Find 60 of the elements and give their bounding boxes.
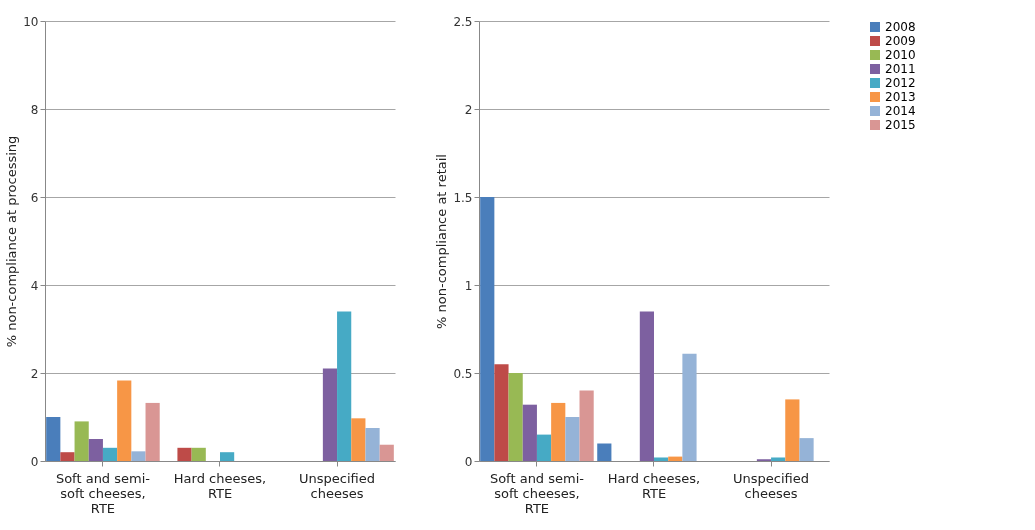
bar bbox=[351, 418, 366, 461]
y-axis-title: % non-compliance at processing bbox=[4, 135, 20, 348]
legend-label: 2011 bbox=[885, 62, 916, 76]
legend-label: 2008 bbox=[885, 20, 916, 34]
bar bbox=[145, 402, 160, 461]
x-tick-label: Soft and semi-soft cheeses, RTE bbox=[489, 470, 585, 516]
y-tick-label: 2 bbox=[30, 366, 39, 381]
bar bbox=[88, 439, 103, 461]
y-tick-label: 0.5 bbox=[453, 366, 473, 381]
bar bbox=[785, 399, 800, 461]
bar bbox=[579, 390, 594, 461]
bar bbox=[551, 402, 566, 461]
bar bbox=[60, 452, 75, 461]
y-tick-label: 6 bbox=[30, 190, 39, 205]
bar bbox=[771, 457, 786, 461]
y-tick-label: 2.5 bbox=[453, 14, 473, 29]
bar bbox=[337, 311, 352, 461]
bar bbox=[668, 456, 683, 461]
x-tick-label: Hard cheeses, RTE bbox=[173, 470, 267, 501]
bar bbox=[597, 443, 612, 461]
y-tick-label: 2 bbox=[464, 102, 473, 117]
bar bbox=[799, 438, 814, 461]
bar bbox=[508, 373, 523, 461]
bar bbox=[565, 417, 580, 461]
y-tick-label: 1.5 bbox=[453, 190, 473, 205]
legend-label: 2010 bbox=[885, 48, 916, 62]
bar bbox=[654, 457, 669, 461]
bar bbox=[322, 368, 338, 461]
legend-label: 2015 bbox=[885, 118, 916, 132]
x-tick-label: Unspecified cheeses bbox=[299, 470, 376, 501]
legend-label: 2014 bbox=[885, 104, 916, 118]
legend-label: 2013 bbox=[885, 90, 916, 104]
bar bbox=[102, 447, 118, 461]
bar bbox=[522, 404, 537, 461]
bar bbox=[46, 417, 61, 461]
y-tick-label: 4 bbox=[30, 278, 39, 293]
legend-label: 2009 bbox=[885, 34, 916, 48]
bar bbox=[177, 447, 192, 461]
y-tick-label: 1 bbox=[464, 278, 473, 293]
x-tick-label: Hard cheeses, RTE bbox=[607, 470, 701, 501]
y-tick-label: 0 bbox=[464, 454, 473, 469]
bar bbox=[639, 311, 654, 461]
bar bbox=[220, 452, 235, 461]
bar bbox=[117, 380, 132, 461]
x-tick-label: Soft and semi-soft cheeses, RTE bbox=[55, 470, 151, 516]
bar bbox=[379, 444, 394, 461]
x-tick-label: Unspecified cheeses bbox=[733, 470, 810, 501]
bar bbox=[494, 364, 509, 461]
bar bbox=[536, 434, 552, 461]
legend-label: 2012 bbox=[885, 76, 916, 90]
bar bbox=[191, 447, 206, 461]
bar bbox=[74, 421, 89, 461]
y-tick-label: 8 bbox=[30, 102, 39, 117]
bar bbox=[131, 451, 146, 461]
bar bbox=[365, 428, 380, 461]
y-tick-label: 10 bbox=[23, 14, 39, 29]
y-tick-label: 0 bbox=[30, 454, 39, 469]
bar bbox=[480, 197, 495, 461]
bar bbox=[682, 353, 697, 461]
y-axis-title: % non-compliance at retail bbox=[434, 154, 450, 329]
